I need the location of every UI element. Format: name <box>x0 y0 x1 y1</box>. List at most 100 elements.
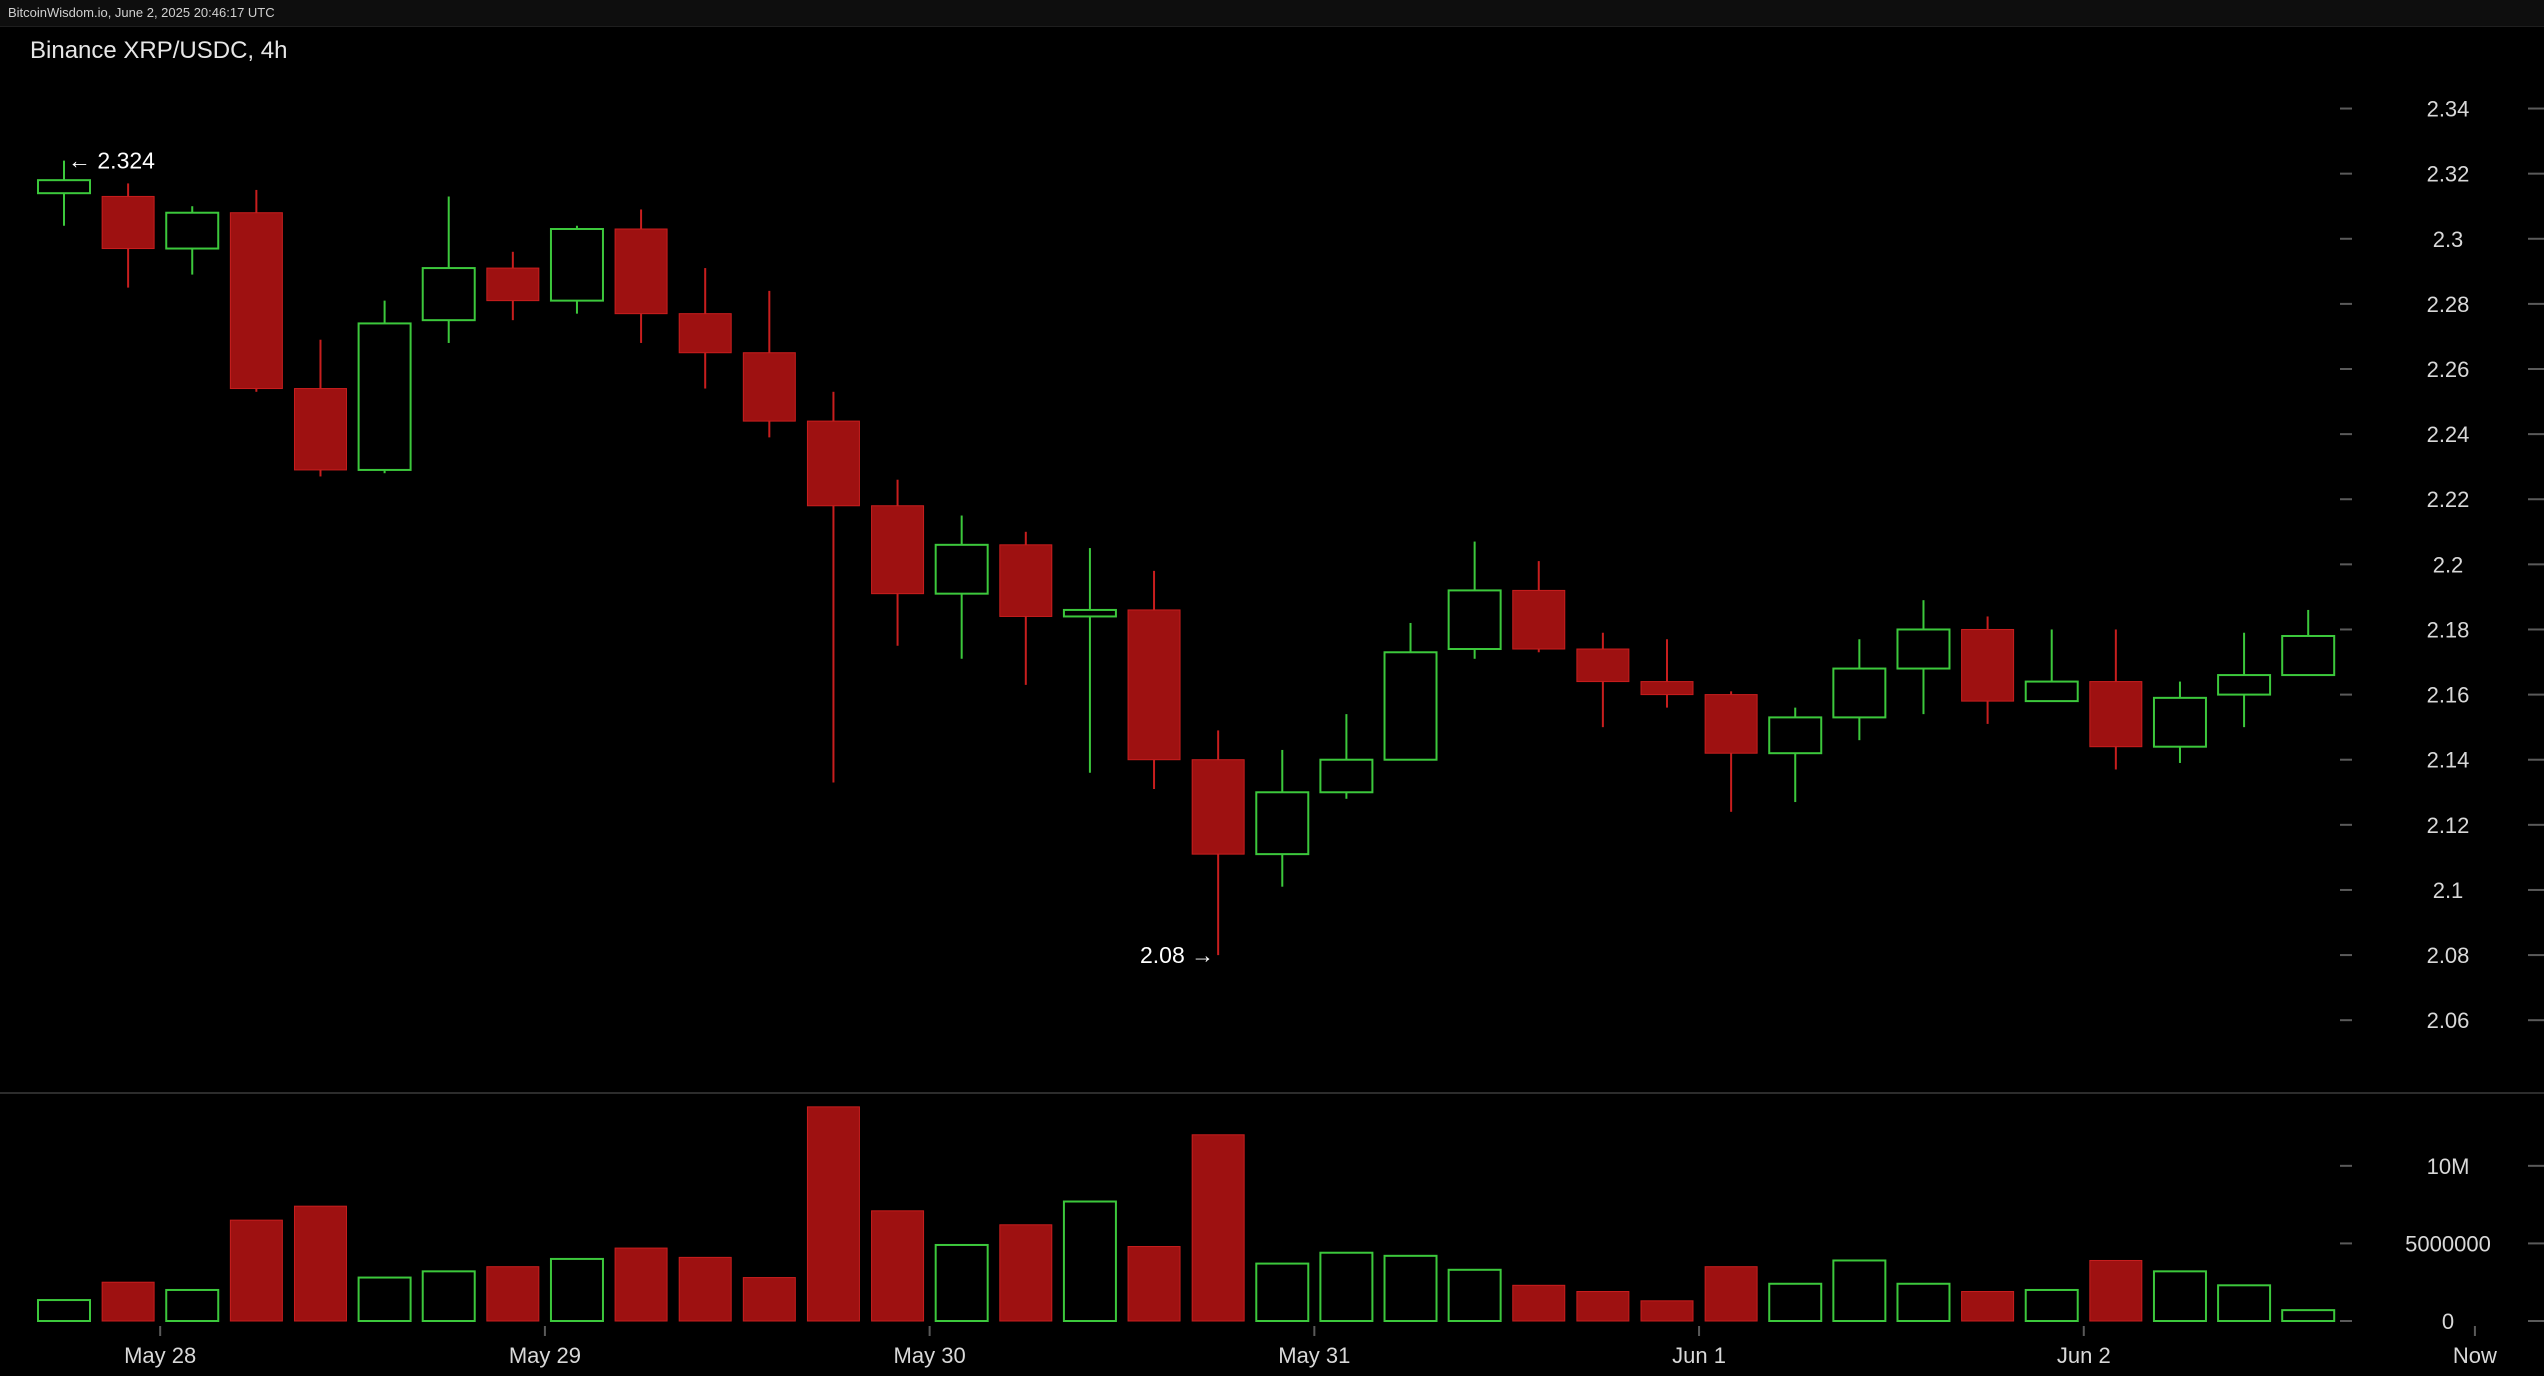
volume-bar-up <box>549 1257 604 1322</box>
volume-bar-up <box>934 1243 989 1323</box>
candle-body-up <box>357 322 412 471</box>
price-tick-label: 2.32 <box>2427 162 2470 187</box>
candle[interactable] <box>999 531 1053 685</box>
candle[interactable] <box>2281 609 2336 677</box>
price-tick-label: 2.3 <box>2433 227 2464 252</box>
candle[interactable] <box>1447 541 1502 659</box>
candle[interactable] <box>2152 681 2207 763</box>
volume-bar-down <box>293 1205 347 1322</box>
candle[interactable] <box>2024 629 2079 703</box>
candle-body-down <box>999 544 1053 617</box>
volume-bar-up <box>1832 1259 1887 1323</box>
candle-body-up <box>1832 667 1887 719</box>
candle[interactable] <box>614 209 668 343</box>
candles-layer <box>37 160 2336 956</box>
time-axis: May 28 May 29 May 30 May 31 Jun 1 Jun 2 Now <box>124 1326 2497 1368</box>
candle-body-down <box>678 313 732 354</box>
volume-tick-label: 0 <box>2442 1309 2454 1334</box>
candle[interactable] <box>2089 629 2143 770</box>
time-tick-label: Now <box>2453 1343 2497 1368</box>
candle-body-down <box>101 195 155 250</box>
price-tick-label: 2.2 <box>2433 552 2464 577</box>
volume-bar-down <box>999 1224 1053 1322</box>
candle[interactable] <box>1319 714 1374 799</box>
candle-body-down <box>2089 681 2143 748</box>
candle[interactable] <box>1512 561 1566 653</box>
candle[interactable] <box>871 479 925 646</box>
candle[interactable] <box>486 251 540 321</box>
candle-body-up <box>1319 758 1374 794</box>
candle[interactable] <box>1961 616 2015 724</box>
candle-body-down <box>614 228 668 315</box>
candle[interactable] <box>165 206 220 275</box>
volume-bar-up <box>1896 1282 1951 1323</box>
candle-body-up <box>1062 608 1117 618</box>
volume-tick-label: 5000000 <box>2405 1231 2491 1256</box>
volume-bar-up <box>1447 1268 1502 1322</box>
volume-tick-label: 10M <box>2427 1154 2470 1179</box>
volume-bar-up <box>421 1270 476 1323</box>
watermark: BitcoinWisdom.io, June 2, 2025 20:46:17 … <box>8 5 275 20</box>
candle-body-up <box>2217 674 2272 696</box>
candle-body-down <box>742 352 796 422</box>
candle-body-down <box>1512 589 1566 650</box>
candle[interactable] <box>229 189 283 392</box>
price-tick-label: 2.28 <box>2427 292 2470 317</box>
candle[interactable] <box>1768 707 1823 803</box>
candle-body-down <box>1640 681 1694 696</box>
time-tick-label: May 30 <box>894 1343 966 1368</box>
candle-body-down <box>1704 694 1758 754</box>
candle[interactable] <box>1896 600 1951 715</box>
candle[interactable] <box>1704 691 1758 812</box>
candle[interactable] <box>1127 570 1181 790</box>
candle-body-down <box>486 267 540 302</box>
watermark-bar: BitcoinWisdom.io, June 2, 2025 20:46:17 … <box>0 0 2544 27</box>
candle[interactable] <box>1191 730 1245 956</box>
volume-bar-down <box>1512 1284 1566 1322</box>
candle[interactable] <box>2217 632 2272 728</box>
price-tick-label: 2.22 <box>2427 487 2470 512</box>
volume-bar-down <box>614 1247 668 1322</box>
volume-bar-down <box>806 1106 860 1322</box>
candle[interactable] <box>549 225 604 314</box>
price-tick-label: 2.06 <box>2427 1008 2470 1033</box>
time-tick-label: Jun 1 <box>1672 1343 1726 1368</box>
candle[interactable] <box>742 290 796 438</box>
candle[interactable] <box>1832 639 1887 741</box>
volume-bar-up <box>357 1276 412 1323</box>
candle[interactable] <box>37 160 91 226</box>
candle-body-up <box>421 267 476 322</box>
volume-axis: 10M 5000000 0 <box>2340 1154 2544 1334</box>
price-tick-label: 2.12 <box>2427 813 2470 838</box>
candle[interactable] <box>678 268 732 389</box>
candle-body-up <box>165 211 220 250</box>
volume-bar-down <box>1704 1266 1758 1322</box>
candle[interactable] <box>293 339 347 477</box>
price-tick-label: 2.08 <box>2427 943 2470 968</box>
candle[interactable] <box>1255 749 1310 887</box>
volume-bar-down <box>678 1256 732 1322</box>
candle[interactable] <box>1062 548 1117 773</box>
volume-bar-up <box>165 1288 220 1323</box>
price-tick-label: 2.26 <box>2427 357 2470 382</box>
time-tick-label: May 29 <box>509 1343 581 1368</box>
candle[interactable] <box>421 196 476 343</box>
volume-bars-layer <box>37 1106 2336 1323</box>
volume-bar-up <box>1768 1282 1823 1323</box>
candle-body-down <box>1127 609 1181 761</box>
time-tick-label: Jun 2 <box>2057 1343 2111 1368</box>
chart-title: Binance XRP/USDC, 4h <box>30 37 288 64</box>
price-tick-label: 2.18 <box>2427 617 2470 642</box>
candle[interactable] <box>1383 622 1438 761</box>
volume-bar-up <box>2024 1288 2079 1323</box>
candle[interactable] <box>357 300 412 474</box>
volume-bar-up <box>1062 1200 1117 1322</box>
candle[interactable] <box>1576 632 1630 728</box>
candle[interactable] <box>1640 639 1694 708</box>
candle[interactable] <box>101 183 155 288</box>
candle[interactable] <box>934 515 989 659</box>
price-tick-label: 2.1 <box>2433 878 2464 903</box>
candle[interactable] <box>806 391 860 783</box>
